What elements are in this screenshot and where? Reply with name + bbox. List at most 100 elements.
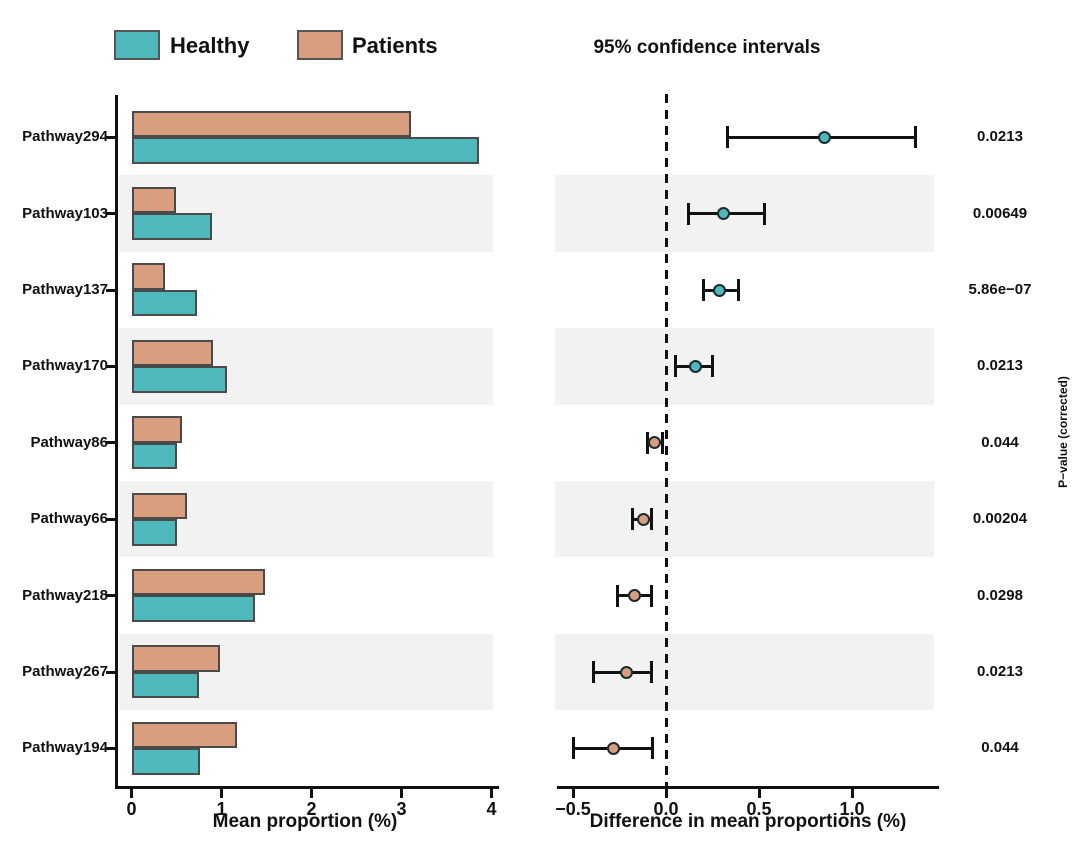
healthy-bar xyxy=(131,289,198,317)
zero-reference-dashed-line xyxy=(664,94,668,787)
row-band-right xyxy=(555,328,934,405)
ci-cap-high xyxy=(660,431,664,454)
ci-cap-low xyxy=(645,431,649,454)
pathway-label: Pathway267 xyxy=(22,663,108,680)
right-x-tick xyxy=(571,788,575,798)
ci-cap-low xyxy=(591,661,595,683)
p-value: 0.0213 xyxy=(977,663,1023,680)
left-y-axis-line xyxy=(114,95,118,787)
y-axis-tick xyxy=(106,288,116,292)
p-value-axis-label: P−value (corrected) xyxy=(1056,376,1070,488)
left-x-tick xyxy=(310,788,313,798)
ci-cap-high xyxy=(651,737,655,760)
y-axis-tick xyxy=(106,212,116,216)
ci-mean-dot xyxy=(689,359,703,373)
pathway-label: Pathway86 xyxy=(30,433,108,451)
ci-panel-title: 95% confidence intervals xyxy=(593,37,821,58)
left-x-tick xyxy=(130,788,133,798)
y-axis-tick xyxy=(106,517,116,521)
pathway-label: Pathway66 xyxy=(30,510,108,528)
pathway-label: Pathway103 xyxy=(22,204,108,222)
p-value: 0.00204 xyxy=(972,510,1028,528)
p-value: 0.044 xyxy=(981,433,1019,451)
right-x-axis-line xyxy=(557,785,939,789)
ci-mean-dot xyxy=(607,741,621,755)
ci-mean-dot xyxy=(817,130,831,144)
legend-swatch-healthy xyxy=(114,30,160,60)
patients-bar xyxy=(131,110,411,137)
left-x-axis-title: Mean proportion (%) xyxy=(212,811,398,832)
left-x-tick-label: 1 xyxy=(216,799,227,819)
ci-cap-high xyxy=(649,508,653,531)
left-x-tick xyxy=(220,788,223,798)
healthy-bar xyxy=(131,442,177,470)
legend-label-healthy: Healthy xyxy=(170,33,250,58)
right-x-tick-label: −0.5 xyxy=(555,799,591,819)
right-x-tick-label: 1.0 xyxy=(839,799,865,819)
ci-mean-dot xyxy=(713,283,727,297)
pathway-label: Pathway137 xyxy=(22,281,108,298)
patients-bar xyxy=(131,645,220,672)
left-x-tick xyxy=(490,788,493,798)
pathway-label: Pathway170 xyxy=(22,357,108,375)
y-axis-tick xyxy=(106,594,116,598)
row-band-right xyxy=(555,481,934,558)
ci-cap-low xyxy=(631,508,635,531)
legend-swatch-patients xyxy=(297,30,343,60)
healthy-bar xyxy=(131,366,227,393)
pathway-label: Pathway294 xyxy=(22,128,108,146)
left-x-axis-line xyxy=(114,785,499,789)
healthy-bar xyxy=(131,671,199,699)
ci-cap-high xyxy=(711,355,714,378)
p-value: 0.0213 xyxy=(977,357,1023,375)
y-axis-tick xyxy=(106,746,116,750)
ci-mean-dot xyxy=(717,207,731,221)
patients-bar xyxy=(131,416,182,443)
pathway-label: Pathway218 xyxy=(22,586,108,604)
y-axis-tick xyxy=(106,135,116,139)
ci-cap-low xyxy=(686,202,690,225)
ci-cap-high xyxy=(763,202,767,225)
ci-cap-high xyxy=(649,661,653,683)
p-value: 0.0298 xyxy=(977,586,1023,604)
right-x-tick xyxy=(757,788,761,798)
y-axis-tick xyxy=(106,441,116,445)
ci-cap-low xyxy=(701,279,705,301)
patients-bar xyxy=(131,339,214,367)
ci-mean-dot xyxy=(637,512,651,526)
left-x-tick-label: 3 xyxy=(396,799,407,819)
ci-cap-low xyxy=(571,737,575,760)
patients-bar xyxy=(131,568,265,596)
right-x-axis-title: Difference in mean proportions (%) xyxy=(589,811,907,832)
patients-bar xyxy=(131,186,176,214)
p-value: 0.00649 xyxy=(972,204,1028,222)
right-x-tick xyxy=(850,788,854,798)
healthy-bar xyxy=(131,213,212,240)
pathway-label: Pathway194 xyxy=(22,739,108,757)
p-value: 0.044 xyxy=(981,739,1019,757)
ci-cap-low xyxy=(673,355,677,378)
left-x-tick-label: 0 xyxy=(126,799,137,819)
ci-cap-high xyxy=(913,126,917,149)
ci-mean-dot xyxy=(620,665,634,679)
legend-label-patients: Patients xyxy=(352,33,438,58)
p-value: 5.86e−07 xyxy=(968,281,1032,298)
healthy-bar xyxy=(131,748,200,775)
left-x-tick-label: 4 xyxy=(486,799,497,819)
right-x-tick-label: 0.5 xyxy=(746,799,772,819)
left-x-tick-label: 2 xyxy=(306,799,317,819)
patients-bar xyxy=(131,263,165,290)
healthy-bar xyxy=(131,137,479,164)
ci-mean-dot xyxy=(627,589,641,603)
left-x-tick xyxy=(400,788,403,798)
patients-bar xyxy=(131,721,237,749)
ci-mean-dot xyxy=(648,436,662,450)
ci-cap-high xyxy=(649,584,653,607)
ci-cap-low xyxy=(616,584,620,607)
patients-bar xyxy=(131,492,188,519)
healthy-bar xyxy=(131,595,255,622)
ci-cap-low xyxy=(725,126,729,149)
p-value: 0.0213 xyxy=(977,128,1023,146)
y-axis-tick xyxy=(106,670,116,674)
